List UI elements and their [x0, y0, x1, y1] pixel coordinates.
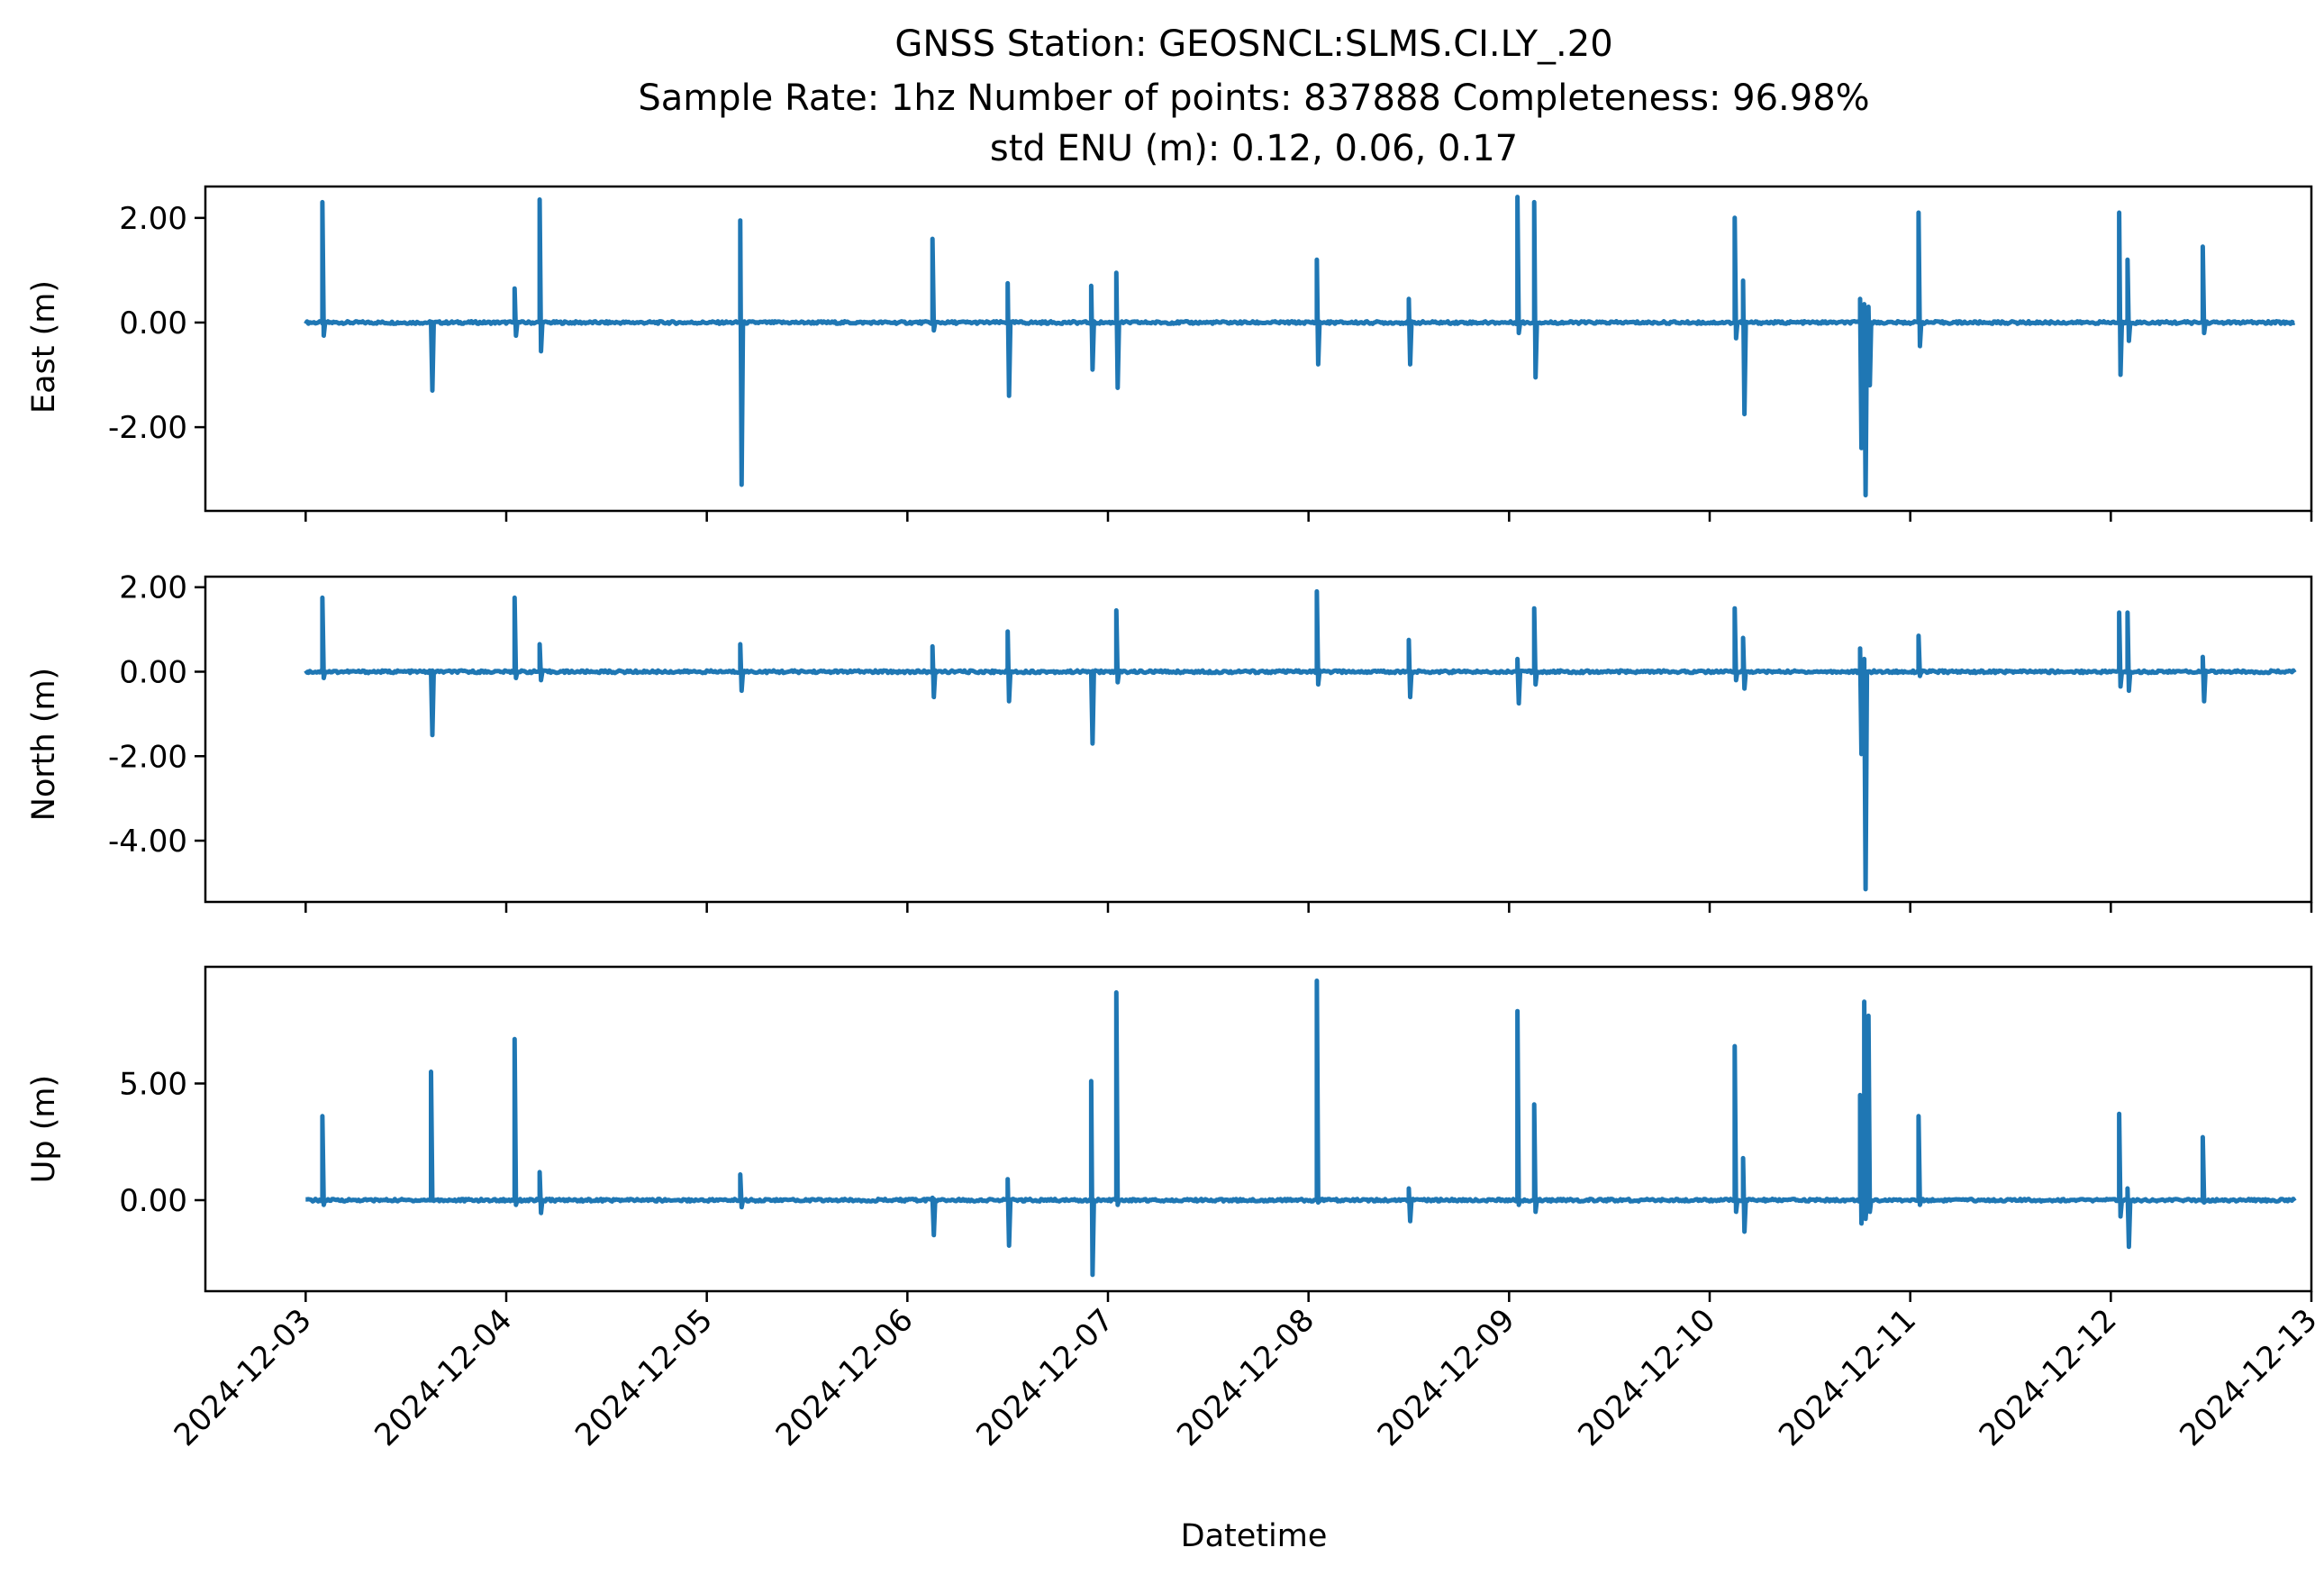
up-ylabel: Up (m) [26, 1075, 62, 1183]
east-ytick-label: -2.00 [108, 410, 187, 446]
north-ytick-label: 0.00 [119, 654, 187, 690]
xtick-label: 2024-12-06 [769, 1302, 921, 1453]
north-plot-area: 2.00 0.00 -2.00 -4.00 [108, 570, 2313, 913]
up-panel: 5.00 0.00 2024-12-03 2024-12-04 2024-12-05 20… [26, 965, 2324, 1453]
up-series-line [304, 979, 2297, 1278]
east-ytick-label: 0.00 [119, 305, 187, 341]
east-axes-frame [204, 185, 2313, 513]
east-series-line [304, 195, 2296, 498]
north-axes-frame [204, 575, 2313, 904]
xtick-label: 2024-12-07 [969, 1302, 1121, 1453]
xtick-label: 2024-12-13 [2173, 1302, 2324, 1453]
xtick-label: 2024-12-08 [1170, 1302, 1321, 1453]
x-axis-label: Datetime [1181, 1518, 1328, 1554]
east-ytick-label: 2.00 [119, 201, 187, 237]
up-plot-area: 5.00 0.00 2024-12-03 2024-12-04 2024-12-05 20… [119, 965, 2324, 1453]
xtick-label: 2024-12-09 [1371, 1302, 1522, 1453]
north-ytick-label: 2.00 [119, 570, 187, 606]
title-line-3: std ENU (m): 0.12, 0.06, 0.17 [990, 128, 1518, 169]
north-ylabel: North (m) [26, 668, 62, 821]
up-axes-frame [204, 965, 2313, 1293]
north-ytick-label: -2.00 [108, 739, 187, 775]
east-ylabel: East (m) [26, 280, 62, 414]
north-panel: 2.00 0.00 -2.00 -4.00 North (m) [26, 570, 2313, 913]
xtick-label: 2024-12-11 [1772, 1302, 1923, 1453]
xtick-label: 2024-12-10 [1571, 1302, 1722, 1453]
east-panel: 2.00 0.00 -2.00 East (m) [26, 185, 2313, 522]
xtick-label: 2024-12-03 [168, 1302, 319, 1453]
up-ytick-label: 5.00 [119, 1066, 187, 1102]
east-plot-area: 2.00 0.00 -2.00 [108, 185, 2313, 522]
xtick-label: 2024-12-12 [1973, 1302, 2124, 1453]
north-series-line [304, 588, 2297, 892]
title-line-2: Sample Rate: 1hz Number of points: 83788… [638, 77, 1869, 119]
xtick-label: 2024-12-04 [368, 1302, 519, 1453]
title-line-1: GNSS Station: GEOSNCL:SLMS.CI.LY_.20 [894, 23, 1612, 65]
xtick-label: 2024-12-05 [568, 1302, 720, 1453]
north-ytick-label: -4.00 [108, 824, 187, 860]
up-ytick-label: 0.00 [119, 1183, 187, 1219]
